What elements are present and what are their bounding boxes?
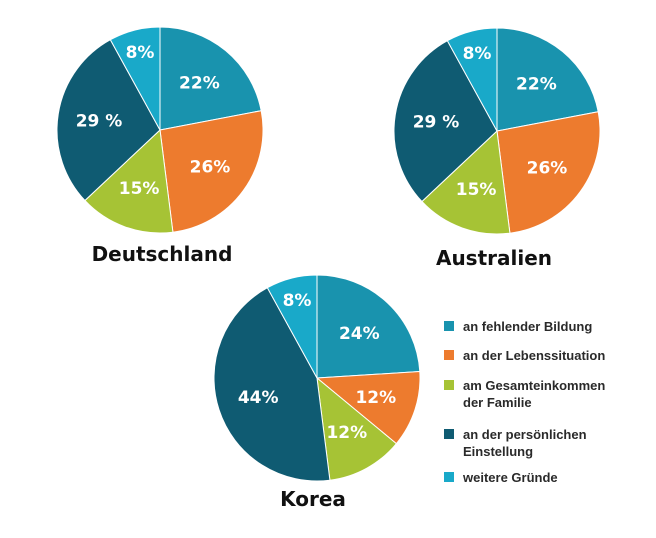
slice-label: 29 % bbox=[413, 112, 460, 132]
pie-slice-weitere-gr-nde bbox=[446, 27, 498, 132]
pie-slice-an-der-pers-nlichen-einstellung bbox=[213, 287, 331, 482]
legend-swatch-an-fehlender-bildung bbox=[444, 321, 454, 331]
legend-label: an der persönlichen bbox=[463, 427, 587, 442]
pie-slice-an-fehlender-bildung bbox=[159, 26, 262, 131]
pie-slice-weitere-gr-nde bbox=[266, 274, 318, 379]
slice-label: 22% bbox=[516, 74, 557, 94]
pie-title-deutschland: Deutschland bbox=[92, 242, 233, 266]
slice-label: 26% bbox=[190, 157, 231, 177]
legend-label: an fehlender Bildung bbox=[463, 319, 592, 334]
pie-slice-an-der-lebenssituation bbox=[315, 370, 421, 445]
pie-title-australien: Australien bbox=[436, 246, 552, 270]
pie-slice-an-der-lebenssituation bbox=[496, 111, 601, 234]
pie-slice-am-gesamteinkommen-der-familie bbox=[316, 376, 398, 481]
slice-label: 8% bbox=[463, 44, 492, 64]
legend-label: der Familie bbox=[463, 395, 532, 410]
slice-label: 15% bbox=[119, 179, 160, 199]
legend-label: Einstellung bbox=[463, 444, 533, 459]
pie-slice-am-gesamteinkommen-der-familie bbox=[84, 128, 174, 234]
slice-label: 8% bbox=[126, 43, 155, 63]
pie-korea: 24% 12% 12% 44% 8% bbox=[213, 274, 421, 482]
legend-label: weitere Gründe bbox=[462, 470, 558, 485]
slice-label: 29 % bbox=[76, 111, 123, 131]
pie-deutschland: 22% 26% 15% 29 % 8% bbox=[56, 26, 264, 234]
legend-swatch-am-gesamteinkommen-der-familie bbox=[444, 380, 454, 390]
slice-label: 8% bbox=[283, 291, 312, 311]
slice-label: 12% bbox=[326, 423, 367, 443]
slice-label: 15% bbox=[456, 180, 497, 200]
slice-label: 44% bbox=[238, 388, 279, 408]
legend-label: an der Lebenssituation bbox=[463, 348, 605, 363]
slice-label: 22% bbox=[179, 73, 220, 93]
slice-label: 12% bbox=[355, 388, 396, 408]
pie-title-korea: Korea bbox=[280, 487, 346, 511]
pie-slice-an-der-lebenssituation bbox=[159, 110, 264, 233]
pie-slice-an-der-pers-nlichen-einstellung bbox=[56, 39, 161, 202]
pie-slice-an-fehlender-bildung bbox=[496, 27, 599, 132]
slice-label: 24% bbox=[339, 324, 380, 344]
pie-slice-weitere-gr-nde bbox=[109, 26, 161, 131]
slice-label: 26% bbox=[527, 158, 568, 178]
legend-swatch-weitere-gr-nde bbox=[444, 472, 454, 482]
legend: an fehlender Bildung an der Lebenssituati… bbox=[444, 319, 605, 485]
legend-swatch-an-der-lebenssituation bbox=[444, 350, 454, 360]
pie-slice-an-fehlender-bildung bbox=[316, 274, 421, 379]
pie-slice-am-gesamteinkommen-der-familie bbox=[421, 129, 511, 235]
pie-australien: 22% 26% 15% 29 % 8% bbox=[393, 27, 601, 235]
legend-swatch-an-der-pers-nlichen-einstellung bbox=[444, 429, 454, 439]
legend-label: am Gesamteinkommen bbox=[463, 378, 605, 393]
pie-slice-an-der-pers-nlichen-einstellung bbox=[393, 40, 498, 203]
